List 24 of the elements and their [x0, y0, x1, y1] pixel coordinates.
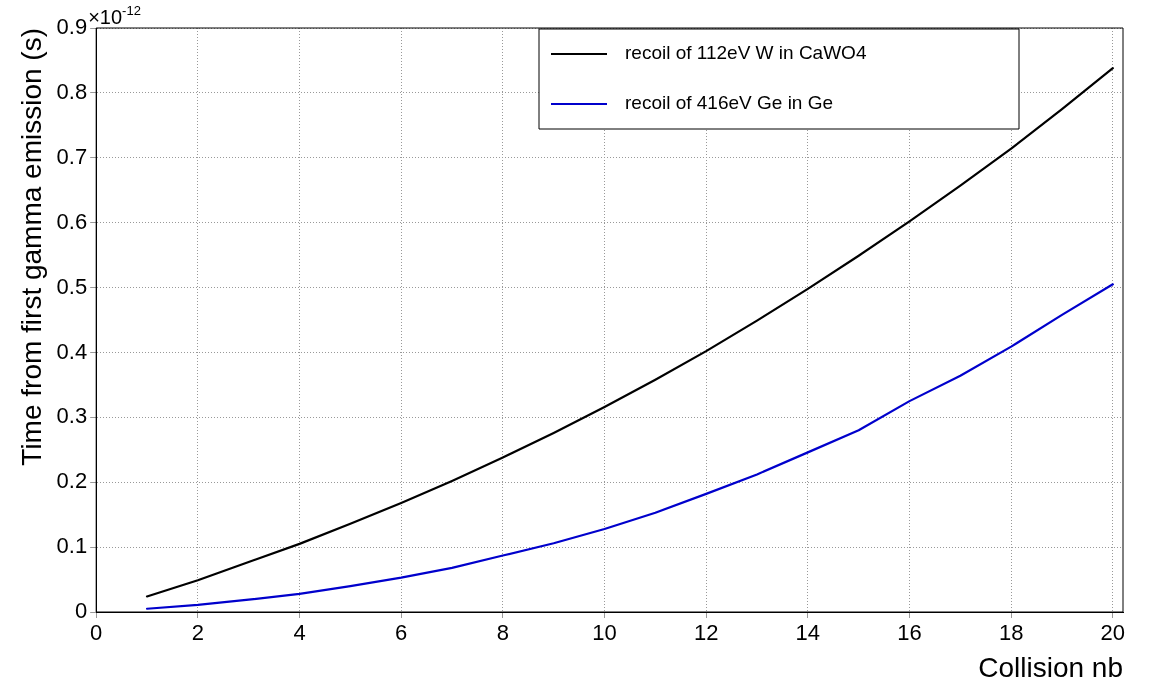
x-tick-label: 6 [395, 620, 408, 646]
y-tick-label: 0.2 [56, 468, 88, 494]
y-axis-title: Time from first gamma emission (s) [15, 28, 47, 466]
x-tick-label: 4 [293, 620, 306, 646]
legend-label: recoil of 112eV W in CaWO4 [625, 42, 867, 64]
x-tick-label: 14 [795, 620, 821, 646]
x-tick-label: 18 [998, 620, 1024, 646]
legend-label: recoil of 416eV Ge in Ge [625, 92, 834, 114]
y-tick-label: 0.4 [56, 338, 88, 364]
y-tick-label: 0.8 [56, 78, 88, 104]
x-tick-label: 16 [897, 620, 922, 646]
x-tick-label: 20 [1100, 620, 1126, 646]
y-tick-label: 0.7 [56, 143, 88, 169]
x-tick-label: 10 [592, 620, 617, 646]
y-tick-label: 0.6 [56, 208, 88, 234]
y-tick-label: 0.1 [56, 533, 88, 559]
x-tick-label: 12 [693, 620, 719, 646]
x-tick-label: 2 [191, 620, 204, 646]
x-tick-label: 8 [496, 620, 509, 646]
y-tick-label: 0 [74, 598, 88, 624]
y-tick-label: 0.9 [56, 14, 88, 40]
y-tick-label: 0.5 [56, 273, 88, 299]
y-tick-label: 0.3 [56, 403, 88, 429]
x-axis-title: Collision nb [978, 651, 1123, 683]
